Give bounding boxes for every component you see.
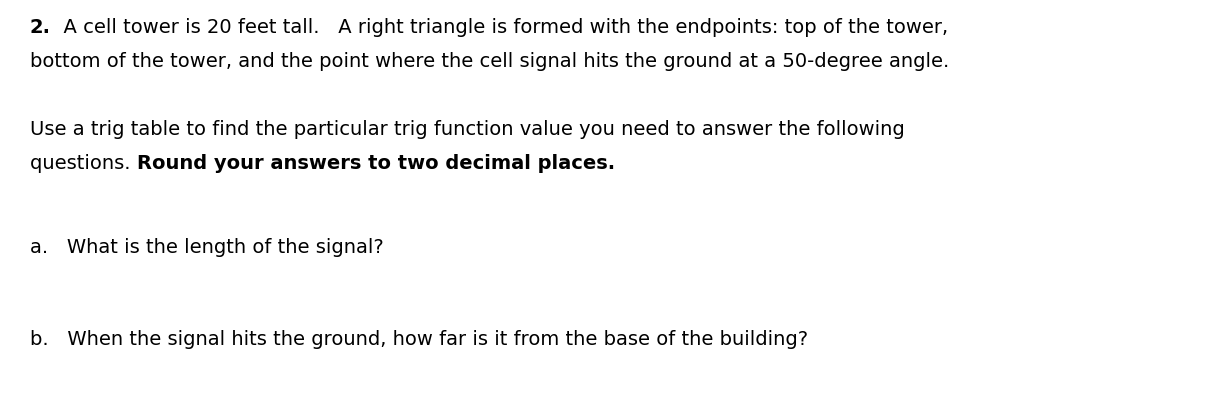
Text: A cell tower is 20 feet tall.   A right triangle is formed with the endpoints: t: A cell tower is 20 feet tall. A right tr… [51, 18, 949, 37]
Text: Use a trig table to find the particular trig function value you need to answer t: Use a trig table to find the particular … [31, 120, 905, 139]
Text: Round your answers to two decimal places.: Round your answers to two decimal places… [137, 154, 615, 173]
Text: bottom of the tower, and the point where the cell signal hits the ground at a 50: bottom of the tower, and the point where… [31, 52, 949, 71]
Text: a.   What is the length of the signal?: a. What is the length of the signal? [31, 238, 383, 257]
Text: 2.: 2. [31, 18, 51, 37]
Text: b.   When the signal hits the ground, how far is it from the base of the buildin: b. When the signal hits the ground, how … [31, 330, 808, 349]
Text: questions.: questions. [31, 154, 137, 173]
